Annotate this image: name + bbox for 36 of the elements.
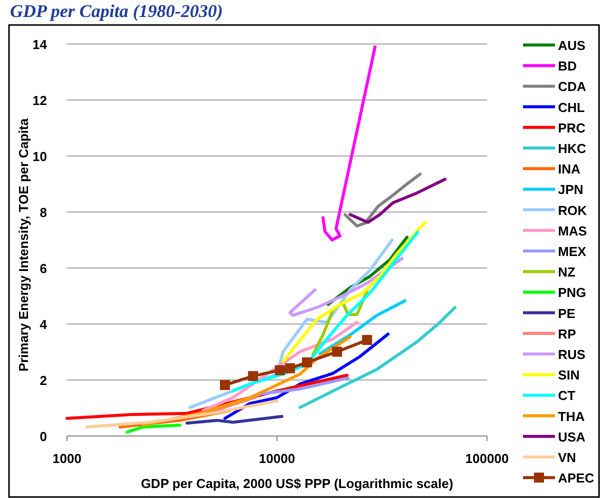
legend-label: CDA: [558, 79, 587, 94]
legend-label: SIN: [558, 368, 580, 383]
legend-label: BD: [558, 58, 577, 74]
legend-label: ROK: [558, 202, 588, 218]
legend-label: PRC: [558, 120, 586, 136]
x-axis-title: GDP per Capita, 2000 US$ PPP (Logarithmic scale): [140, 476, 454, 491]
legend-label: MAS: [558, 223, 588, 238]
legend-label: USA: [558, 429, 586, 444]
legend-label: NZ: [558, 264, 576, 280]
legend-label: INA: [558, 162, 581, 177]
y-tick-label: 0: [40, 429, 47, 444]
x-tick-label: 100000: [465, 451, 509, 466]
legend-label: THA: [558, 408, 586, 424]
x-tick-label: 1000: [52, 451, 82, 466]
legend-label: VN: [558, 450, 576, 465]
legend-label: HKC: [558, 141, 587, 156]
y-tick-label: 12: [32, 93, 47, 108]
y-tick-label: 8: [40, 205, 47, 220]
chart-title: GDP per Capita (1980-2030): [10, 1, 223, 21]
legend-label: CHL: [558, 100, 585, 115]
y-tick-label: 4: [40, 317, 48, 332]
y-tick-label: 2: [40, 373, 47, 388]
y-tick-label: 14: [32, 37, 48, 52]
legend-label: AUS: [558, 38, 586, 53]
y-axis-title: Primary Energy Intensity, TOE per Capita: [16, 118, 31, 372]
legend-label: JPN: [558, 182, 584, 198]
legend-label: PNG: [558, 285, 586, 300]
y-tick-label: 6: [40, 261, 47, 276]
x-tick-label: 10000: [258, 451, 296, 466]
legend-label: APEC: [558, 470, 595, 486]
legend-label: PE: [558, 306, 576, 321]
legend-label: MEX: [558, 244, 586, 259]
y-tick-label: 10: [32, 149, 47, 164]
legend-label: RP: [558, 326, 576, 342]
legend-label: CT: [558, 388, 576, 404]
legend-label: RUS: [558, 347, 586, 362]
